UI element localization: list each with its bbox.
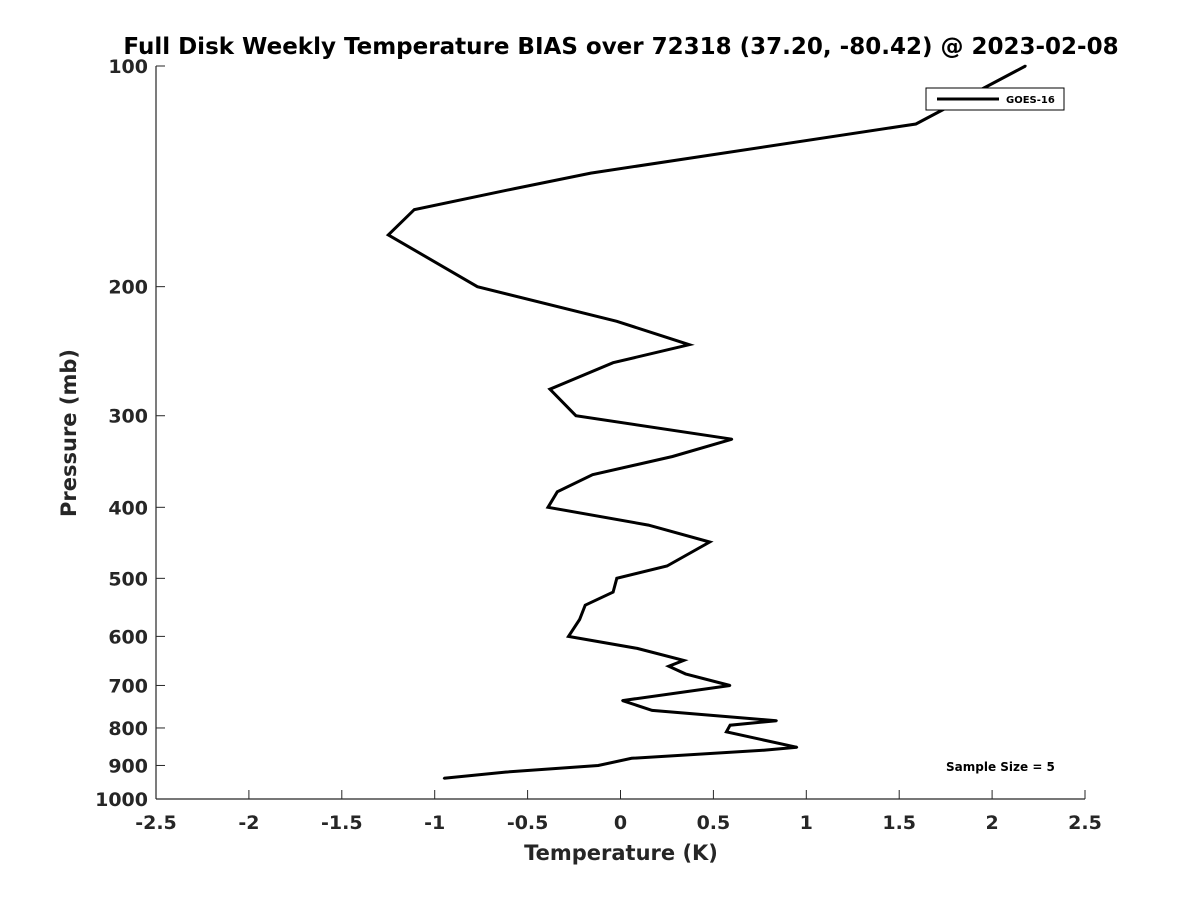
y-tick-label: 200 <box>108 277 148 299</box>
data-point <box>513 187 516 190</box>
data-point <box>708 540 711 544</box>
data-point <box>665 564 669 568</box>
data-point <box>611 590 615 594</box>
data-point <box>1024 64 1027 68</box>
data-point <box>650 709 654 712</box>
y-tick-label: 400 <box>108 497 148 519</box>
data-point <box>688 343 691 346</box>
data-point <box>636 647 639 650</box>
data-point <box>387 233 390 237</box>
data-point <box>413 208 416 211</box>
x-axis-label: Temperature (K) <box>524 841 718 865</box>
data-point <box>615 577 618 580</box>
sample-size-annotation: Sample Size = 5 <box>946 760 1055 774</box>
data-point <box>730 438 734 441</box>
data-point <box>611 361 615 364</box>
x-tick-label: 1 <box>800 812 813 834</box>
data-point <box>728 724 732 727</box>
x-tick-label: 0.5 <box>697 812 731 834</box>
x-tick-label: 1.5 <box>882 812 916 834</box>
x-tick-label: 2.5 <box>1068 812 1102 834</box>
legend-label-goes-16: GOES-16 <box>1006 95 1055 106</box>
y-tick-label: 100 <box>108 56 148 78</box>
series-layer <box>385 64 1027 780</box>
x-tick-label: 2 <box>985 812 998 834</box>
y-axis-label: Pressure (mb) <box>57 349 81 517</box>
data-point <box>567 635 570 638</box>
y-tick-label: 600 <box>108 626 148 648</box>
y-tick-label: 800 <box>108 718 148 740</box>
y-tick-label: 500 <box>108 568 148 590</box>
y-tick-label: 700 <box>108 675 148 697</box>
data-point <box>442 777 446 780</box>
data-point <box>556 490 559 493</box>
y-tick-label: 900 <box>108 755 148 777</box>
data-point <box>684 672 687 676</box>
x-tick-label: -0.5 <box>507 812 549 834</box>
x-tick-label: -1.5 <box>321 812 363 834</box>
x-tick-label: -2 <box>238 812 259 834</box>
chart-title: Full Disk Weekly Temperature BIAS over 7… <box>123 34 1118 60</box>
data-point <box>630 757 633 760</box>
data-point <box>725 730 728 734</box>
data-point <box>574 414 578 417</box>
data-point <box>762 749 765 752</box>
data-point <box>728 684 732 687</box>
legend: GOES-16 <box>925 87 1065 111</box>
data-point <box>775 719 778 722</box>
data-point <box>671 455 674 458</box>
y-tick-label: 300 <box>108 406 148 428</box>
data-point <box>667 665 670 668</box>
data-point <box>597 764 600 767</box>
data-point <box>795 746 799 749</box>
data-point <box>584 604 587 607</box>
data-point <box>578 618 581 621</box>
data-point <box>546 506 550 509</box>
data-point <box>504 770 507 774</box>
data-point <box>476 285 479 288</box>
data-point <box>647 523 650 527</box>
data-point <box>591 473 594 476</box>
x-axis-ticks: -2.5 -2 -1.5 -1 -0.5 0 0.5 1 1.5 2 2.5 <box>135 790 1102 834</box>
data-point <box>621 699 624 702</box>
data-point <box>589 171 592 175</box>
data-point <box>615 320 618 323</box>
x-tick-label: -1 <box>424 812 445 834</box>
x-tick-label: 0 <box>614 812 627 834</box>
y-axis-ticks: 100 200 300 400 500 600 700 800 900 1000 <box>95 56 165 811</box>
data-point <box>682 659 685 662</box>
data-point <box>914 122 918 126</box>
x-tick-label: -2.5 <box>135 812 177 834</box>
data-point <box>548 388 552 391</box>
y-tick-label: 1000 <box>95 789 148 811</box>
